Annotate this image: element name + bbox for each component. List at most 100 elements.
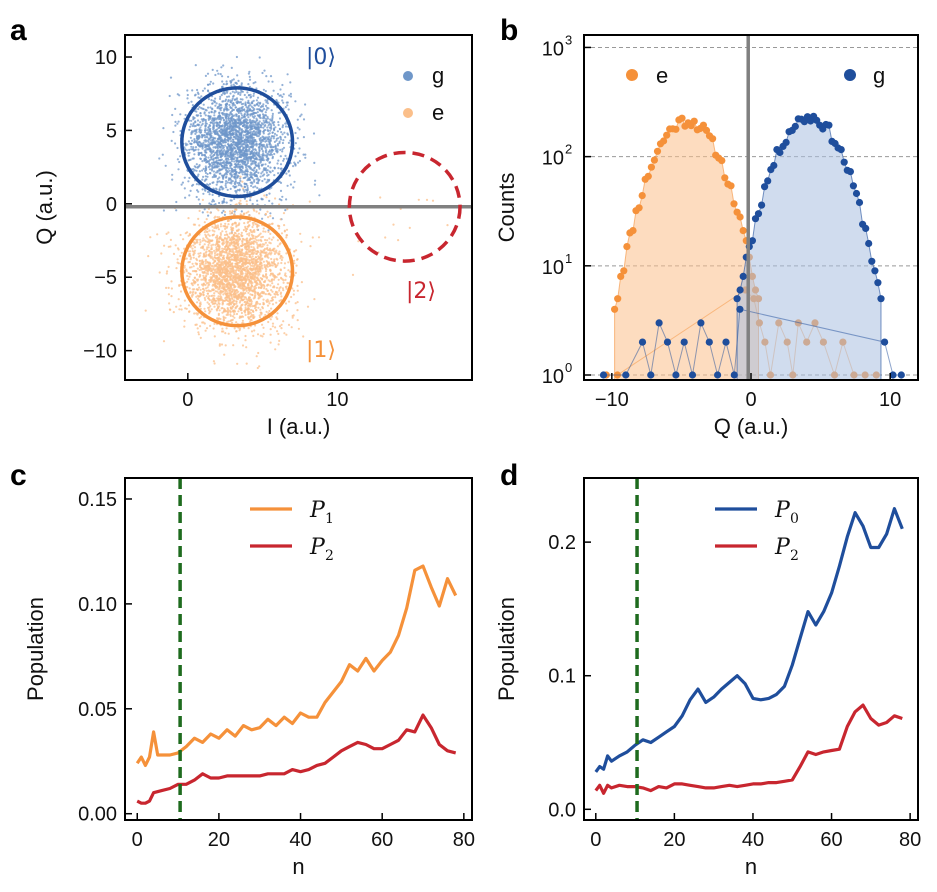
point-g xyxy=(247,104,250,107)
point-e xyxy=(216,234,219,237)
point-g xyxy=(243,139,246,142)
point-e xyxy=(238,248,241,251)
point-g xyxy=(237,119,240,122)
point-g xyxy=(226,133,229,136)
point-g xyxy=(281,95,284,98)
point-g xyxy=(229,187,232,190)
point-g xyxy=(252,82,255,85)
point-g xyxy=(246,184,249,188)
point-e xyxy=(284,272,287,275)
point-g xyxy=(255,130,258,134)
point-e xyxy=(262,291,265,294)
point-g xyxy=(177,120,180,123)
point-e xyxy=(193,246,197,249)
point-g xyxy=(224,155,228,158)
point-g xyxy=(158,157,161,160)
point-g xyxy=(239,177,242,180)
point-g xyxy=(241,105,244,108)
point-g xyxy=(254,121,257,124)
point-e xyxy=(249,318,252,321)
point-g xyxy=(201,89,205,92)
point-e xyxy=(213,302,216,305)
point-e xyxy=(209,324,212,327)
point-g xyxy=(229,105,232,109)
point-g xyxy=(211,200,214,203)
point-e xyxy=(149,236,152,239)
point-e xyxy=(278,325,282,328)
point-g xyxy=(219,73,222,76)
point-g xyxy=(188,148,191,151)
point-g xyxy=(190,119,193,122)
point-e xyxy=(242,257,245,260)
point-e xyxy=(201,247,204,250)
point-g xyxy=(207,145,211,148)
point-e xyxy=(287,261,290,264)
point-g xyxy=(206,129,209,132)
point-g xyxy=(174,120,177,123)
point-g xyxy=(263,69,266,72)
point-g xyxy=(233,91,236,94)
point-g xyxy=(218,189,221,192)
point-g xyxy=(201,178,204,181)
point-g xyxy=(184,142,187,145)
point-e xyxy=(185,268,188,271)
point-g xyxy=(277,159,280,162)
point-e xyxy=(284,278,287,281)
point-g xyxy=(282,139,285,142)
point-g xyxy=(226,95,229,98)
point-e xyxy=(241,268,245,271)
point-g xyxy=(298,159,301,163)
point-g xyxy=(241,166,244,170)
point-g xyxy=(262,153,265,157)
point-g xyxy=(196,119,200,122)
point-g xyxy=(212,200,216,203)
point-g xyxy=(246,175,249,178)
point-g xyxy=(222,153,225,156)
point-g xyxy=(263,173,266,176)
point-e xyxy=(223,353,226,356)
point-e xyxy=(241,261,245,264)
point-g xyxy=(268,135,271,138)
point-g xyxy=(268,126,271,129)
point-g xyxy=(284,122,287,125)
point-g xyxy=(268,132,271,135)
point-g xyxy=(265,193,268,197)
point-g xyxy=(240,89,243,92)
point-e xyxy=(209,211,212,214)
point-e xyxy=(227,252,230,255)
point-g xyxy=(198,202,202,206)
point-g xyxy=(222,129,225,132)
point-e xyxy=(245,266,248,269)
point-g xyxy=(225,120,228,123)
point-g xyxy=(230,156,233,159)
point-g xyxy=(247,157,250,160)
point-g xyxy=(216,105,220,109)
point-e xyxy=(196,297,199,300)
point-e xyxy=(252,314,255,317)
point-g xyxy=(204,175,207,178)
point-g xyxy=(197,198,200,201)
point-g xyxy=(210,110,213,113)
point-g xyxy=(250,143,253,146)
point-g xyxy=(249,153,252,156)
point-g xyxy=(188,151,191,154)
point-e xyxy=(282,212,286,215)
point-e xyxy=(247,287,250,290)
point-g xyxy=(183,187,186,190)
point-g xyxy=(229,125,232,129)
point-g xyxy=(223,213,226,216)
point-e xyxy=(165,272,168,275)
point-g xyxy=(233,197,236,200)
point-g xyxy=(223,149,226,152)
point-g xyxy=(233,160,236,163)
point-g xyxy=(214,73,217,77)
point-g xyxy=(231,102,234,105)
point-e xyxy=(206,301,209,304)
point-g xyxy=(252,109,255,112)
point-e xyxy=(237,269,240,272)
point-e xyxy=(295,264,298,267)
point-e xyxy=(254,237,257,240)
point-e xyxy=(264,293,267,296)
point-g xyxy=(208,193,211,196)
point-e xyxy=(229,319,232,323)
